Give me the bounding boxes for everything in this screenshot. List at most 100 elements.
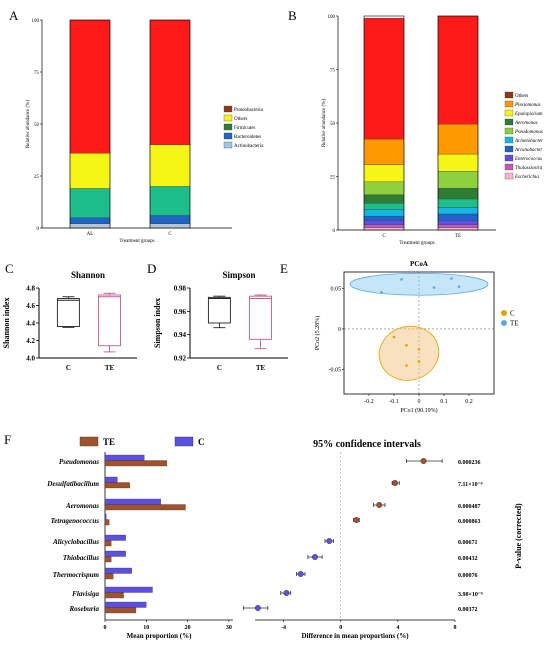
d-box: [249, 295, 273, 340]
e-xtick-label: -0.1: [389, 399, 399, 405]
e-point-te: [400, 278, 403, 281]
c-xtick-label: TE: [105, 364, 115, 372]
b-legend-label: Acinetobacter: [514, 139, 543, 144]
f-diff-point: [392, 480, 399, 487]
b-legend-swatch: [504, 91, 514, 99]
b-bar-segment: [363, 220, 405, 225]
e-xtick-label: 0.1: [440, 399, 448, 405]
b-bar-segment: [363, 181, 405, 195]
f-left-xtick-label: 10: [143, 625, 149, 631]
f-p-value: 0.00372: [458, 607, 478, 613]
f-right-xtick-label: 4: [396, 625, 399, 631]
f-bar-c: [104, 567, 132, 574]
a-ytick-label: 25: [34, 175, 40, 180]
b-xtick-label: C: [382, 234, 386, 239]
a-legend-label: Firmicutes: [234, 126, 255, 131]
b-bar-outline: [437, 15, 479, 231]
a-ylabel: Relative abundance (%): [26, 100, 31, 148]
f-diff-point: [353, 517, 360, 524]
b-xlabel: Treatment groups: [399, 241, 434, 246]
panel-label-e: E: [280, 261, 288, 276]
f-bar-te: [104, 592, 124, 599]
e-legend-label: TE: [510, 320, 519, 328]
f-diff-point: [326, 538, 333, 545]
b-ytick-label: 100: [328, 15, 336, 20]
f-bar-te: [104, 460, 168, 467]
f-bar-c: [104, 601, 147, 608]
e-ellipse-c: [378, 325, 440, 381]
b-ytick-label: 75: [330, 69, 336, 74]
a-legend-label: Proteobacteria: [234, 108, 264, 113]
f-right-xtick-label: 8: [454, 625, 457, 631]
f-category-label: Roseburia: [68, 605, 99, 613]
e-ytick-label: 0: [338, 327, 341, 333]
b-bar-segment: [363, 194, 405, 204]
b-ytick-label: 0: [333, 229, 336, 234]
a-xtick-label: C: [168, 232, 172, 237]
f-diff-point: [297, 571, 304, 578]
b-legend-label: Aeromonas: [514, 121, 538, 126]
b-legend-swatch: [504, 172, 514, 180]
f-p-value: 3.98×10⁻⁶: [458, 592, 483, 598]
d-xtick-label: TE: [256, 364, 266, 372]
b-bar-segment: [437, 213, 479, 221]
panel-label-c: C: [5, 261, 14, 276]
c-xtick-label: C: [66, 364, 71, 372]
c-ytick-label: 4.4: [26, 320, 35, 328]
b-legend-swatch: [504, 145, 514, 153]
panel-label-a: A: [9, 8, 19, 23]
b-bar-outline: [363, 15, 405, 231]
f-category-label: Desulfatibacillum: [46, 480, 99, 488]
a-bar-segment: [149, 223, 191, 229]
panel-label-d: D: [147, 261, 156, 276]
f-legend-label: C: [198, 437, 205, 447]
a-bar-segment: [69, 19, 111, 154]
f-legend-label: TE: [103, 437, 115, 447]
a-legend-swatch: [223, 123, 233, 131]
a-bar-segment: [149, 19, 191, 145]
c-title: Shannon: [71, 270, 105, 280]
e-ellipse-te: [349, 272, 489, 296]
e-point-c: [392, 335, 396, 339]
a-legend-label: Bacteroidetes: [234, 135, 261, 140]
b-bar-segment: [437, 207, 479, 215]
e-xtick-label: 0: [418, 399, 421, 405]
d-ytick-label: 0.96: [174, 308, 187, 316]
d-ytick-label: 0.98: [174, 285, 187, 293]
f-bar-te: [104, 482, 130, 489]
b-legend-label: Escherichia: [514, 175, 539, 180]
b-legend-label: Thalassiosira: [515, 166, 543, 171]
e-point-te: [380, 291, 383, 294]
c-ylabel: Shannon index: [2, 298, 11, 349]
f-bar-c: [104, 513, 107, 520]
d-box: [207, 296, 231, 324]
f-left-xtick-label: 0: [104, 625, 107, 631]
b-bar-segment: [363, 209, 405, 217]
e-point-te: [450, 277, 453, 280]
f-bar-c: [104, 586, 153, 593]
f-category-label: Pseudomonas: [59, 458, 99, 466]
f-p-value: 0.000487: [458, 504, 481, 510]
panel-label-f: F: [4, 432, 11, 447]
b-bar-segment: [363, 227, 405, 231]
d-xtick-label: C: [217, 364, 222, 372]
f-p-value: 0.00671: [458, 540, 478, 546]
b-legend-swatch: [504, 100, 514, 108]
f-bar-c: [104, 550, 126, 557]
b-ytick-label: 25: [330, 176, 336, 181]
b-ytick-label: 50: [330, 122, 336, 127]
b-bar-segment: [437, 220, 479, 225]
b-bar-segment: [363, 203, 405, 210]
e-ytick-label: 0.05: [331, 286, 342, 292]
e-ylabel: PCo2 (5.28%): [314, 316, 321, 350]
b-bar-segment: [437, 123, 479, 155]
b-bar-segment: [437, 188, 479, 200]
f-category-label: Aeromonas: [65, 502, 99, 510]
a-ytick-label: 75: [34, 71, 40, 76]
c-box: [98, 294, 122, 347]
f-bar-te: [104, 607, 137, 614]
f-bar-te: [104, 519, 110, 526]
e-xlabel: PCo1 (90.19%): [400, 407, 437, 414]
e-point-te: [457, 285, 461, 288]
f-right-xlabel: Difference in mean proportions (%): [301, 632, 409, 640]
